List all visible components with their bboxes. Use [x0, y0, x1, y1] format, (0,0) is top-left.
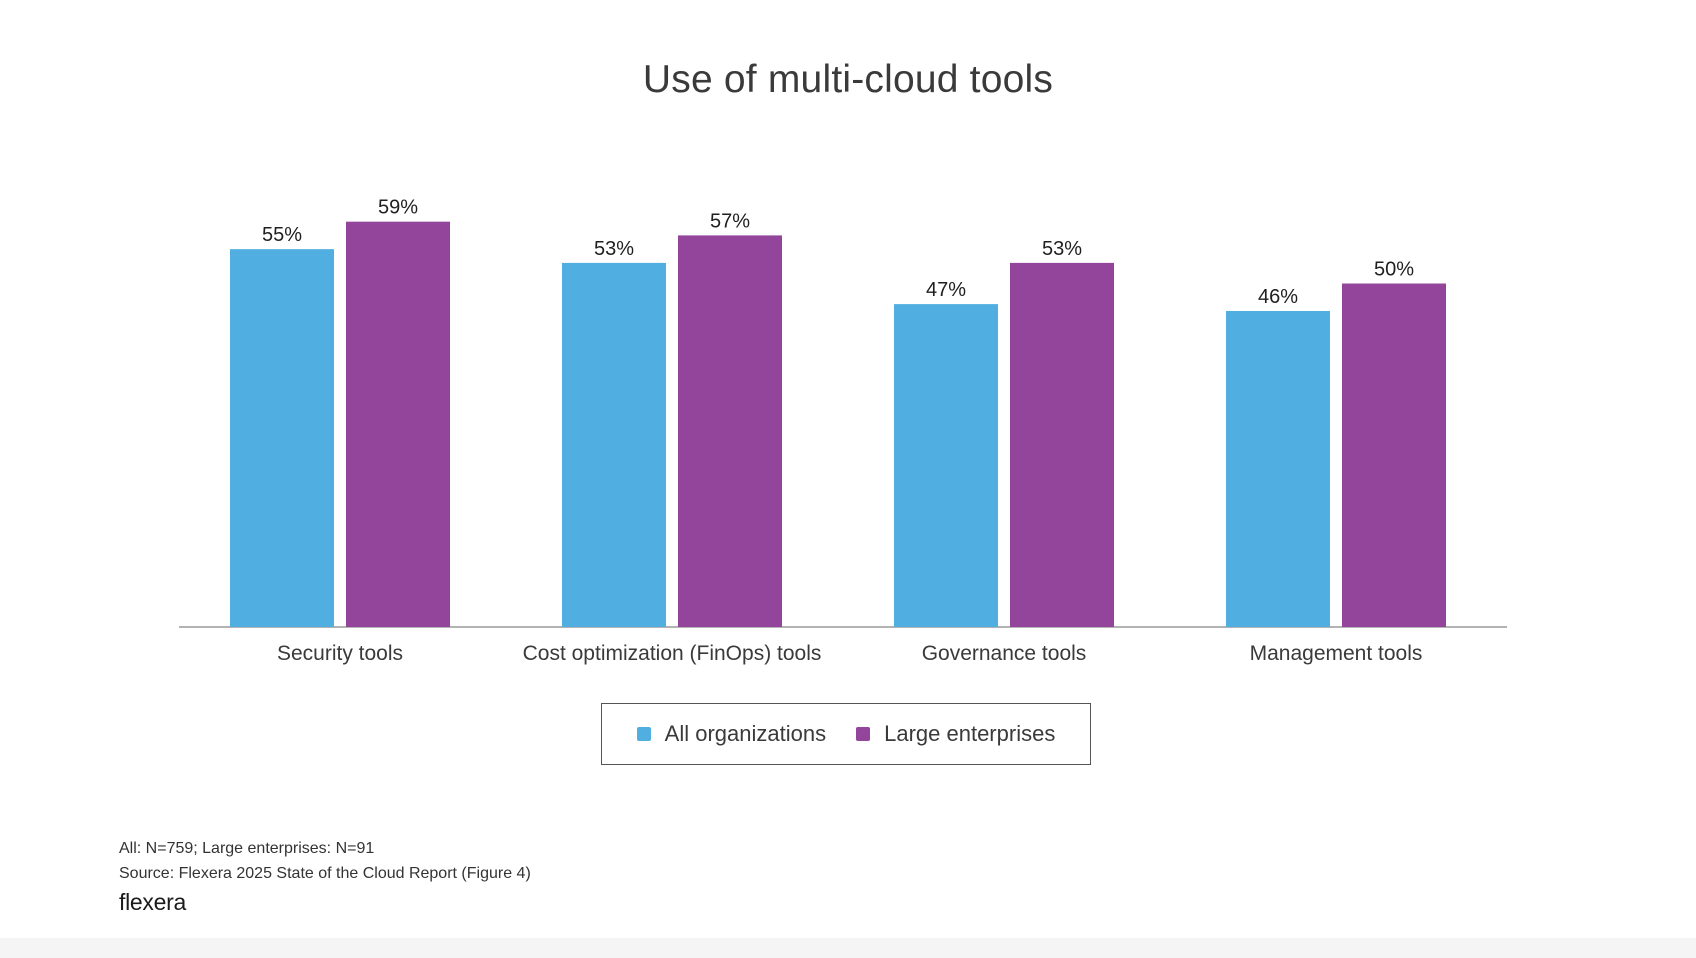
- x-tick-labels-layer: Security tools Cost optimization (FinOps)…: [277, 642, 1422, 665]
- data-label-all-organizations-governance-tools: 47%: [926, 279, 966, 301]
- data-label-large-enterprises-security-tools: 59%: [378, 197, 418, 219]
- flexera-logo: flexera: [119, 889, 186, 915]
- bar-large-enterprises-cost-optimization-finops-tools: [678, 235, 782, 627]
- data-label-large-enterprises-governance-tools: 53%: [1042, 238, 1082, 260]
- data-label-all-organizations-cost-optimization-finops-tools: 53%: [594, 238, 634, 260]
- sample-size-note: All: N=759; Large enterprises: N=91: [119, 840, 375, 857]
- x-tick-label-governance-tools: Governance tools: [922, 642, 1087, 665]
- bar-all-organizations-management-tools: [1226, 310, 1330, 627]
- legend-label-all-organizations: All organizations: [664, 721, 827, 746]
- legend-swatch-all-organizations: [636, 727, 651, 741]
- source-note: Source: Flexera 2025 State of the Cloud …: [119, 865, 531, 882]
- bar-all-organizations-governance-tools: [894, 304, 998, 627]
- legend-item-all-organizations: All organizations: [636, 721, 827, 747]
- legend-swatch-large-enterprises: [856, 727, 871, 741]
- bottom-strip: [0, 938, 1696, 958]
- chart-title: Use of multi-cloud tools: [642, 58, 1054, 101]
- bar-large-enterprises-management-tools: [1342, 283, 1446, 627]
- bars-layer: [230, 221, 1446, 628]
- chart-legend: All organizations Large enterprises: [601, 703, 1091, 765]
- bar-large-enterprises-security-tools: [346, 221, 450, 628]
- legend-label-large-enterprises: Large enterprises: [884, 721, 1056, 746]
- bar-large-enterprises-governance-tools: [1010, 262, 1114, 627]
- x-tick-label-security-tools: Security tools: [277, 642, 403, 665]
- legend-item-large-enterprises: Large enterprises: [856, 721, 1055, 747]
- x-tick-label-management-tools: Management tools: [1250, 642, 1423, 665]
- bar-all-organizations-cost-optimization-finops-tools: [562, 262, 666, 627]
- data-label-large-enterprises-cost-optimization-finops-tools: 57%: [710, 210, 750, 232]
- data-label-large-enterprises-management-tools: 50%: [1374, 259, 1414, 281]
- data-label-all-organizations-management-tools: 46%: [1258, 286, 1298, 308]
- data-labels-layer: 55% 59% 53% 57% 47% 53% 46% 50%: [262, 197, 1414, 308]
- data-label-all-organizations-security-tools: 55%: [262, 224, 302, 246]
- x-tick-label-cost-optimization-finops-tools: Cost optimization (FinOps) tools: [523, 642, 822, 665]
- bar-all-organizations-security-tools: [230, 249, 334, 627]
